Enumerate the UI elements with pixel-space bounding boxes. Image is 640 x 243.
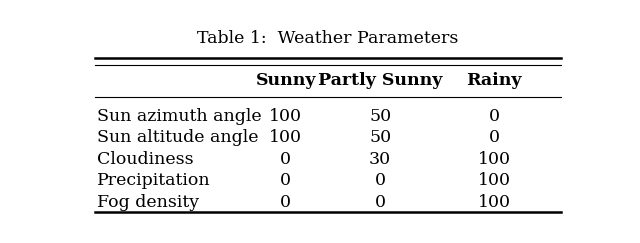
Text: 0: 0 <box>374 172 385 189</box>
Text: Rainy: Rainy <box>467 72 522 89</box>
Text: Fog density: Fog density <box>97 194 200 211</box>
Text: Partly Sunny: Partly Sunny <box>318 72 442 89</box>
Text: 0: 0 <box>280 151 291 168</box>
Text: 100: 100 <box>269 129 302 146</box>
Text: Sun azimuth angle: Sun azimuth angle <box>97 108 262 125</box>
Text: Cloudiness: Cloudiness <box>97 151 194 168</box>
Text: Precipitation: Precipitation <box>97 172 211 189</box>
Text: 100: 100 <box>477 151 511 168</box>
Text: Sunny: Sunny <box>255 72 316 89</box>
Text: 30: 30 <box>369 151 391 168</box>
Text: Table 1:  Weather Parameters: Table 1: Weather Parameters <box>197 30 459 47</box>
Text: 100: 100 <box>477 194 511 211</box>
Text: 50: 50 <box>369 108 391 125</box>
Text: 0: 0 <box>280 172 291 189</box>
Text: Sun altitude angle: Sun altitude angle <box>97 129 259 146</box>
Text: 100: 100 <box>477 172 511 189</box>
Text: 0: 0 <box>374 194 385 211</box>
Text: 0: 0 <box>489 129 500 146</box>
Text: 50: 50 <box>369 129 391 146</box>
Text: 100: 100 <box>269 108 302 125</box>
Text: 0: 0 <box>489 108 500 125</box>
Text: 0: 0 <box>280 194 291 211</box>
